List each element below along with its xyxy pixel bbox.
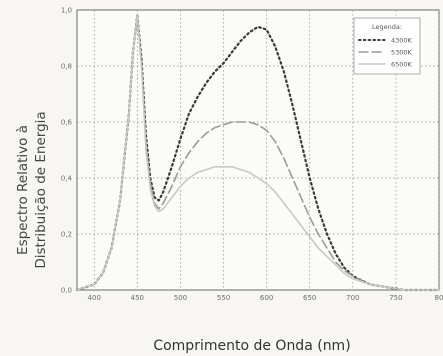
y-tick-label: 0,4 [61,175,73,183]
y-tick-label: 0,6 [61,119,73,127]
legend-label-6500K: 6500K [391,60,413,68]
y-tick-label: 0,8 [61,63,72,71]
x-tick-label: 700 [346,294,359,302]
legend-title: Legenda: [372,23,402,31]
x-tick-label: 500 [174,294,187,302]
y-axis-ticks: 0,0 0,2 0,4 0,6 0,8 1,0 [61,7,73,295]
legend: Legenda: 4300K 5300K 6500K [353,17,421,75]
x-tick-label: 650 [303,294,316,302]
y-tick-label: 1,0 [61,7,72,15]
series-lines [75,14,441,292]
y-tick-label: 0,2 [61,231,72,239]
y-axis-label-line-1: Espectro Relativo à [15,125,31,255]
x-tick-label: 450 [131,294,144,302]
y-axis-label-line-2: Distribuição de Energia [33,111,49,268]
x-tick-label: 400 [88,294,101,302]
legend-label-5300K: 5300K [391,48,413,56]
x-axis-ticks: 400 450 500 550 600 650 700 750 80 [88,294,443,302]
grid-lines [77,10,440,290]
series-line-6500K [76,14,440,291]
legend-items: 4300K 5300K 6500K [358,36,413,68]
x-tick-label: 750 [389,294,402,302]
x-tick-label: 80 [435,294,443,302]
x-axis-label: Comprimento de Onda (nm) [153,338,350,354]
y-tick-label: 0,0 [61,287,72,295]
legend-label-4300K: 4300K [391,36,413,44]
x-tick-label: 600 [260,294,273,302]
x-tick-label: 550 [217,294,230,302]
